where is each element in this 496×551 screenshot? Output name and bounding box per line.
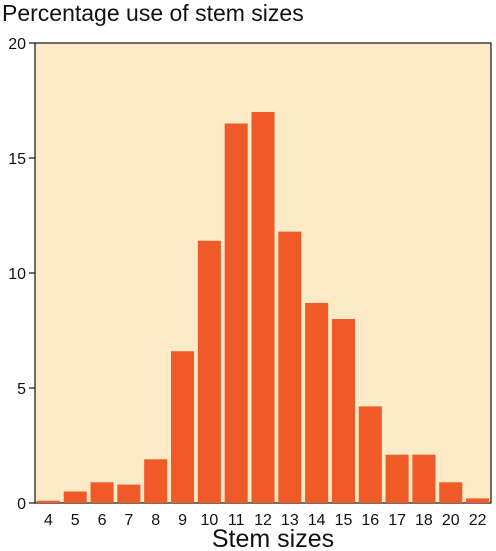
bar-8 (144, 459, 168, 503)
x-tick-label-7: 7 (124, 512, 133, 529)
x-tick-label-20: 20 (442, 512, 460, 529)
x-tick-label-17: 17 (388, 512, 406, 529)
y-tick-label-20: 20 (8, 36, 26, 53)
bar-group (36, 112, 490, 504)
x-tick-label-10: 10 (200, 512, 218, 529)
bar-11 (224, 123, 248, 503)
bar-15 (331, 319, 356, 503)
chart-title: Percentage use of stem sizes (2, 0, 304, 26)
x-tick-label-12: 12 (254, 512, 272, 529)
x-tick-label-9: 9 (178, 512, 187, 529)
x-tick-label-14: 14 (308, 512, 326, 529)
y-axis: 0 5 10 15 20 (8, 36, 35, 513)
x-tick-label-8: 8 (151, 512, 160, 529)
bar-5 (63, 491, 87, 503)
x-tick-label-22: 22 (469, 512, 487, 529)
x-tick-label-13: 13 (281, 512, 299, 529)
bar-13 (278, 231, 302, 503)
bar-10 (197, 240, 221, 504)
y-tick-label-0: 0 (17, 496, 26, 513)
bar-9 (170, 351, 195, 503)
x-tick-label-4: 4 (44, 512, 53, 529)
x-tick-label-18: 18 (415, 512, 433, 529)
x-tick-label-15: 15 (335, 512, 353, 529)
bar-12 (251, 112, 275, 503)
bar-18 (412, 454, 436, 503)
x-axis: 4 5 6 7 8 9 10 11 12 13 14 15 16 17 18 20 22 (44, 512, 487, 529)
bar-7 (117, 484, 141, 503)
y-tick-label-15: 15 (8, 151, 26, 168)
bar-6 (90, 482, 114, 503)
bar-14 (305, 302, 329, 503)
y-tick-label-10: 10 (8, 266, 26, 283)
y-tick-label-5: 5 (17, 381, 26, 398)
x-tick-label-6: 6 (98, 512, 107, 529)
x-tick-label-5: 5 (71, 512, 80, 529)
x-axis-label: Stem sizes (212, 525, 334, 551)
bar-20 (439, 482, 463, 503)
x-tick-label-11: 11 (228, 512, 245, 529)
bar-22 (466, 498, 490, 503)
bar-16 (358, 406, 382, 503)
bar-4 (36, 500, 60, 503)
x-tick-label-16: 16 (361, 512, 379, 529)
bar-17 (385, 454, 409, 503)
